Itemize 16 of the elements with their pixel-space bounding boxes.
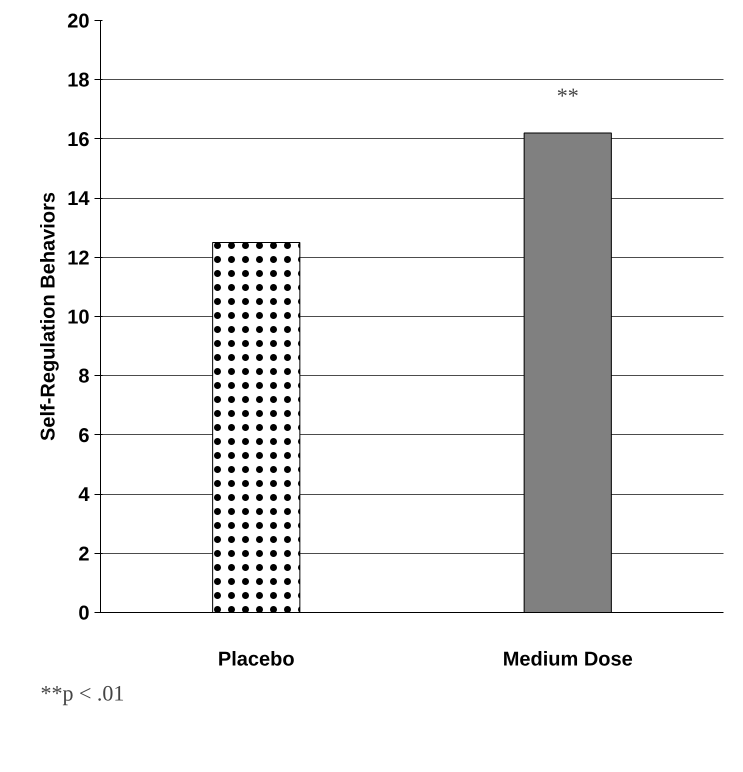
y-tick-label: 18: [67, 70, 90, 92]
y-tick-label: 12: [67, 247, 90, 270]
y-tick-label: 2: [78, 543, 90, 566]
x-tick-label: Medium Dose: [502, 648, 633, 670]
y-tick-label: 20: [67, 10, 90, 32]
y-tick-label: 8: [78, 366, 90, 388]
y-tick-label: 16: [67, 128, 90, 151]
y-tick-label: 4: [78, 484, 90, 506]
x-tick-label: Placebo: [218, 648, 295, 670]
text: **p < .01: [40, 680, 124, 706]
y-tick-label: 0: [78, 602, 90, 624]
y-axis-title: Self-Regulation Behaviors: [37, 192, 60, 441]
annotation: **: [556, 82, 579, 108]
y-tick-label: 6: [78, 424, 90, 447]
y-tick-label: 14: [67, 188, 90, 210]
y-tick-label: 10: [67, 306, 90, 328]
